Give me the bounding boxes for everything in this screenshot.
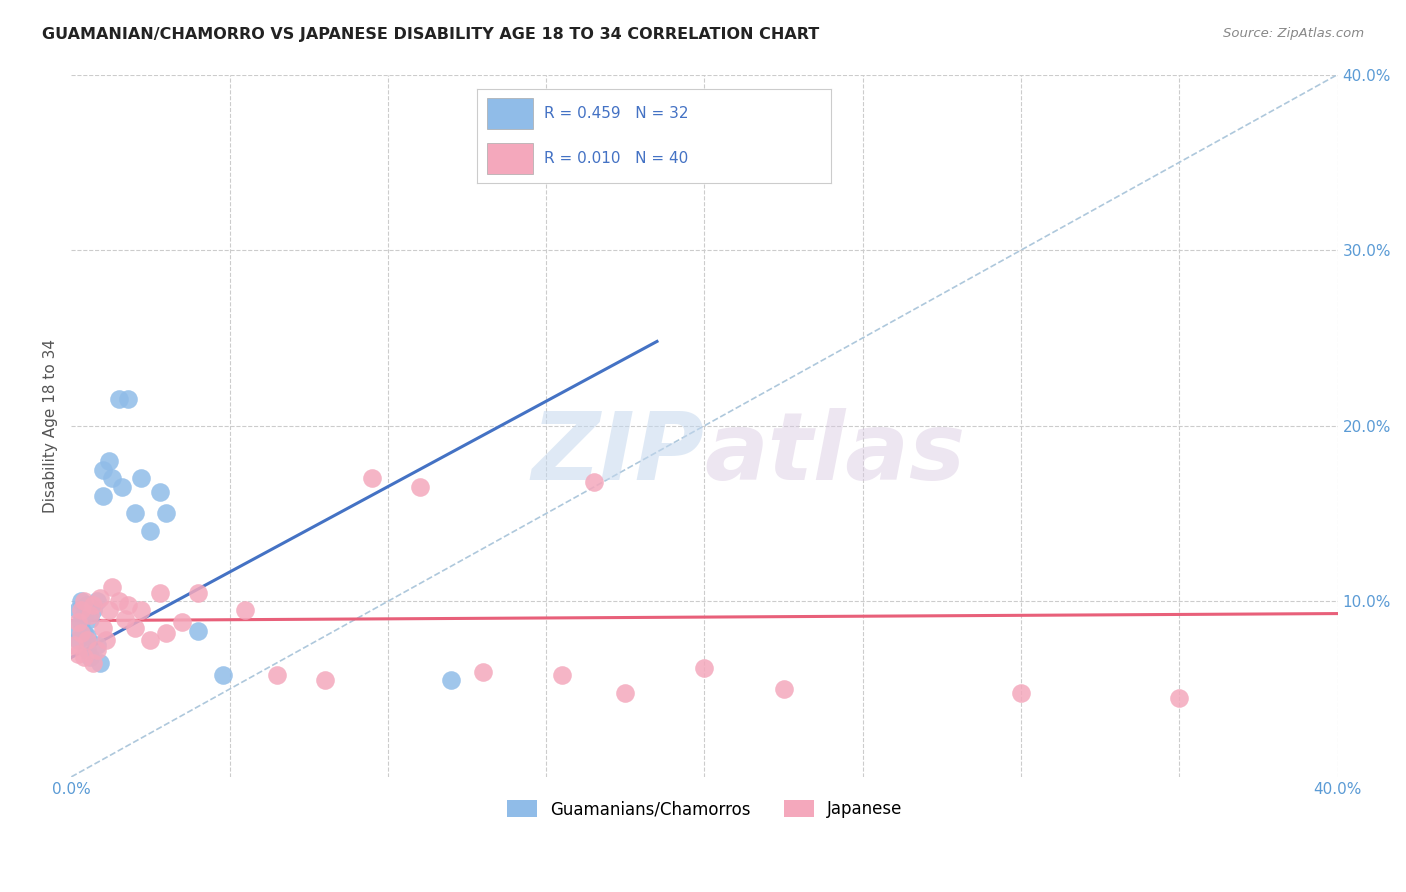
Point <box>124 621 146 635</box>
Point <box>266 668 288 682</box>
Point <box>94 632 117 647</box>
Point <box>139 632 162 647</box>
Point <box>172 615 194 630</box>
Point <box>91 489 114 503</box>
Point <box>66 615 89 630</box>
Point <box>91 621 114 635</box>
Point <box>155 626 177 640</box>
Point <box>73 608 96 623</box>
Point <box>107 392 129 407</box>
Point <box>114 612 136 626</box>
Point <box>66 603 89 617</box>
Point <box>79 612 101 626</box>
Point <box>79 608 101 623</box>
Point <box>1010 685 1032 699</box>
Point <box>235 603 257 617</box>
Point <box>124 507 146 521</box>
Point <box>66 632 89 647</box>
Point <box>471 665 494 679</box>
Point <box>89 656 111 670</box>
Point <box>149 485 172 500</box>
Point <box>117 598 139 612</box>
Point <box>187 585 209 599</box>
Point <box>98 454 121 468</box>
Point <box>76 629 98 643</box>
Point <box>117 392 139 407</box>
Point <box>129 471 152 485</box>
Point <box>69 626 91 640</box>
Text: atlas: atlas <box>704 408 966 500</box>
Point <box>582 475 605 489</box>
Point <box>82 598 104 612</box>
Point <box>69 615 91 630</box>
Point <box>86 638 108 652</box>
Point <box>101 580 124 594</box>
Point <box>76 643 98 657</box>
Point <box>645 146 668 161</box>
Point <box>63 638 86 652</box>
Point <box>107 594 129 608</box>
Point <box>1168 690 1191 705</box>
Legend: Guamanians/Chamorros, Japanese: Guamanians/Chamorros, Japanese <box>501 793 910 825</box>
Point <box>693 661 716 675</box>
Point <box>73 594 96 608</box>
Point <box>772 682 794 697</box>
Point <box>73 650 96 665</box>
Point <box>187 624 209 639</box>
Point <box>98 603 121 617</box>
Point <box>79 650 101 665</box>
Point <box>149 585 172 599</box>
Point <box>89 591 111 605</box>
Point <box>82 603 104 617</box>
Point <box>408 480 430 494</box>
Text: GUAMANIAN/CHAMORRO VS JAPANESE DISABILITY AGE 18 TO 34 CORRELATION CHART: GUAMANIAN/CHAMORRO VS JAPANESE DISABILIT… <box>42 27 820 42</box>
Point <box>76 598 98 612</box>
Point <box>101 471 124 485</box>
Point <box>314 673 336 688</box>
Point <box>86 594 108 608</box>
Point <box>91 462 114 476</box>
Text: Source: ZipAtlas.com: Source: ZipAtlas.com <box>1223 27 1364 40</box>
Y-axis label: Disability Age 18 to 34: Disability Age 18 to 34 <box>44 339 58 513</box>
Point <box>66 647 89 661</box>
Point <box>361 471 384 485</box>
Text: ZIP: ZIP <box>531 408 704 500</box>
Point <box>614 685 637 699</box>
Point <box>155 507 177 521</box>
Point <box>129 603 152 617</box>
Point <box>551 668 574 682</box>
Point <box>111 480 134 494</box>
Point <box>63 621 86 635</box>
Point <box>440 673 463 688</box>
Point <box>73 626 96 640</box>
Point <box>82 656 104 670</box>
Point <box>212 668 235 682</box>
Point <box>69 603 91 617</box>
Point <box>139 524 162 538</box>
Point <box>86 643 108 657</box>
Point <box>76 632 98 647</box>
Point <box>69 594 91 608</box>
